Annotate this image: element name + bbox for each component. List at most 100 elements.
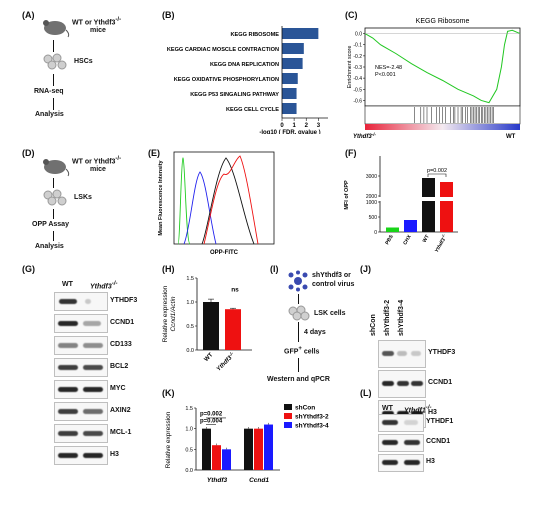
p-value: P<0.001 [375, 72, 396, 78]
panel-b-label: (B) [162, 10, 175, 20]
x-tick-label: Ccnd1 [249, 477, 269, 484]
column-label: shCon [370, 314, 377, 336]
blot-band [85, 298, 91, 304]
blot-row-label: CCND1 [428, 379, 453, 386]
blot-strip [54, 380, 108, 399]
bar [282, 103, 297, 114]
arrow [53, 98, 54, 110]
panel-i-cells: LSK cells [314, 310, 346, 317]
arrow [53, 40, 54, 52]
legend-label: shYthdf3-4 [295, 423, 329, 430]
bar [225, 309, 241, 350]
bar [282, 73, 298, 84]
axis-break [377, 197, 383, 201]
panel-h-chart: 0.0 0.5 1.0 1.5 Relative expression Ccnd1/Act… [162, 276, 252, 373]
blot-strip [378, 414, 424, 432]
panel-d-mice2: mice [90, 166, 106, 173]
blot-strip [54, 446, 108, 465]
blot-row-label: AXIN2 [110, 406, 131, 414]
x-tick-label: Ythdf3 [207, 477, 228, 484]
y-tick-label: 3000 [366, 174, 377, 180]
legend-swatch [284, 404, 292, 410]
panel-d-final: Analysis [35, 243, 64, 250]
x-tick-label: 0 [280, 123, 284, 129]
panel-g-col1: WT [62, 281, 73, 288]
panel-i-final: Western and qPCR [267, 376, 330, 383]
blot-band [404, 420, 418, 425]
panel-c-label: (C) [345, 10, 358, 20]
y-tick-label: 0.0 [185, 468, 193, 474]
panel-d-cells: LSKs [74, 194, 92, 201]
panel-g-col2: Ythdf3-/- [90, 281, 118, 291]
blot-strip [378, 434, 424, 452]
panel-e-label: (E) [148, 148, 160, 158]
panel-l-col2: Ythdf1-/- [404, 405, 432, 415]
panel-f-label: (F) [345, 148, 357, 158]
axis-break [439, 197, 454, 201]
mouse-icon [43, 159, 70, 177]
x-tick-label: WT [204, 352, 215, 363]
y-axis-label: Mean Fluorescence Intensity [158, 159, 164, 235]
blot-band [411, 351, 421, 356]
blot-band [83, 320, 101, 326]
bar [422, 178, 435, 232]
y-axis-label: Relative expression [165, 411, 172, 468]
blot-band [83, 452, 103, 458]
ns-label: ns [231, 286, 239, 293]
panel-e-chart: Mean Fluorescence Intensity OPP-FITC [158, 151, 275, 256]
panel-i-days: 4 days [304, 329, 326, 336]
arrow [298, 294, 299, 304]
panel-d-step: OPP Assay [32, 221, 69, 228]
panel-k-label: (K) [162, 388, 175, 398]
enrichment-line [364, 29, 521, 104]
panel-j-label: (J) [360, 264, 371, 274]
bar [203, 302, 219, 350]
blot-band [83, 408, 103, 414]
legend-swatch [284, 422, 292, 428]
bar [212, 445, 221, 470]
panel-a-cells: HSCs [74, 58, 93, 65]
y-tick-label: 0 [374, 230, 377, 236]
arrow [298, 322, 299, 342]
y-tick-label: 0.0 [186, 348, 194, 354]
blot-band [83, 386, 103, 392]
panel-d-label: (D) [22, 148, 35, 158]
blot-band [58, 320, 78, 326]
blot-row-label: YTHDF3 [428, 349, 456, 356]
panel-i-label: (I) [270, 264, 279, 274]
y-axis-label: Relative expression [162, 285, 169, 342]
y-tick-label: 500 [369, 215, 378, 221]
category-label: KEGG CARDIAC MOSCLE CONTRACTION [167, 47, 279, 53]
arrow [53, 74, 54, 86]
bar [254, 428, 263, 470]
column-label: shYthdf3-4 [398, 299, 405, 336]
y-tick-label: 2000 [366, 194, 377, 200]
blot-band [58, 452, 78, 458]
y-axis-label: Ccnd1/Actin [170, 296, 177, 331]
blot-strip [54, 336, 108, 355]
panel-a-step: RNA-seq [34, 88, 64, 95]
panel-g-label: (G) [22, 264, 35, 274]
column-label: shYthdf3-2 [384, 299, 391, 336]
category-label: KEGG CELL CYCLE [226, 107, 279, 113]
x-tick-label: WT [422, 234, 431, 244]
panel-l-label: (L) [360, 388, 372, 398]
arrow [53, 209, 54, 219]
bar [282, 58, 303, 69]
right-label: WT [506, 134, 516, 140]
y-tick-label: 1.5 [185, 406, 193, 412]
y-tick-label: -0.6 [353, 98, 362, 104]
blot-band [382, 351, 394, 356]
y-axis-label: MFI of OPP [344, 180, 350, 210]
category-label: KEGG RIBOSOME [231, 32, 280, 38]
bar [440, 182, 453, 232]
y-tick-label: 1.0 [186, 300, 194, 306]
panel-i-virus2: control virus [312, 281, 355, 288]
p-value: p=0.002 [200, 411, 223, 417]
bar [244, 428, 253, 470]
blot-band [397, 381, 409, 386]
x-tick-label: 2 [305, 123, 309, 129]
blot-band [58, 364, 78, 370]
panel-a-label: (A) [22, 10, 35, 20]
y-tick-label: -0.3 [353, 65, 362, 71]
